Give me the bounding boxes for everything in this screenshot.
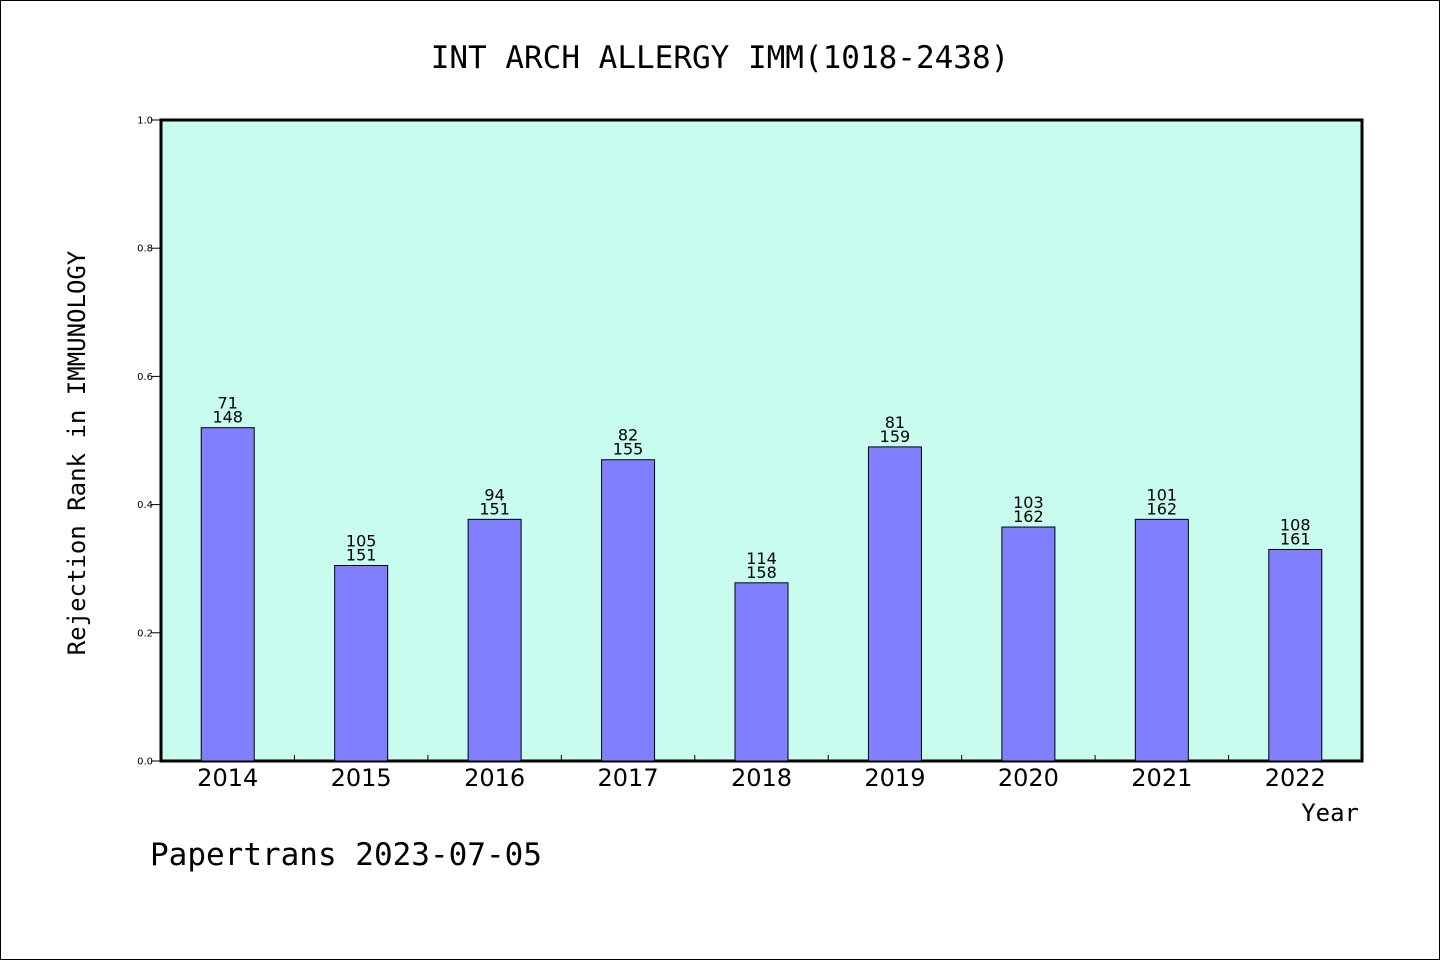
x-tick-label: 2016: [464, 764, 525, 792]
y-tick-label: 0.6: [137, 372, 153, 383]
footer-text: Papertrans 2023-07-05: [150, 837, 542, 873]
bar-2020: [1001, 526, 1056, 762]
x-tick-label: 2022: [1265, 764, 1326, 792]
bar-2019: [867, 446, 922, 762]
bar-label-top: 114: [746, 549, 777, 568]
bar-label-top: 71: [218, 394, 238, 413]
bar-2022: [1268, 548, 1323, 762]
y-axis-label: Rejection Rank in IMMUNOLOGY: [63, 250, 91, 655]
bar-series: 7114810515194151821551141588115910316210…: [200, 394, 1323, 762]
x-tick-label: 2017: [598, 764, 659, 792]
bar-label-bottom: 151: [346, 545, 377, 564]
bar-2016: [467, 518, 522, 762]
x-tick-label: 2018: [731, 764, 792, 792]
x-axis: 2014 2015 2016 2017 2018 2019 2020 2021 2022: [197, 755, 1326, 792]
bar-label-bottom: 155: [613, 440, 644, 459]
bar-2014: [200, 427, 255, 762]
x-tick-label: 2020: [998, 764, 1059, 792]
bar-label-top: 105: [346, 531, 377, 550]
x-tick-label: 2014: [197, 764, 258, 792]
bar-label-bottom: 158: [746, 563, 777, 582]
bar-label-top: 101: [1147, 485, 1178, 504]
y-tick-label: 1.0: [137, 116, 153, 127]
bar-label-bottom: 161: [1280, 529, 1311, 548]
bar-label-top: 103: [1013, 493, 1044, 512]
y-tick-label: 0.2: [137, 628, 153, 639]
bar-2017: [601, 459, 656, 762]
bar-label-top: 94: [484, 485, 504, 504]
y-tick-label: 0.0: [137, 757, 153, 768]
bar-label-bottom: 162: [1013, 507, 1044, 526]
y-tick-label: 0.4: [137, 500, 153, 511]
y-axis: 0.0 0.2 0.4 0.6 0.8 1.0: [137, 116, 161, 768]
chart-title: INT ARCH ALLERGY IMM(1018-2438): [431, 40, 1010, 76]
bar-label-bottom: 148: [212, 408, 243, 427]
x-tick-label: 2015: [331, 764, 392, 792]
bar-label-bottom: 162: [1147, 499, 1178, 518]
bar-label-bottom: 159: [880, 427, 911, 446]
y-tick-label: 0.8: [137, 244, 153, 255]
bar-label-top: 81: [885, 413, 905, 432]
bar-label-top: 82: [618, 426, 638, 445]
x-tick-label: 2021: [1131, 764, 1192, 792]
x-tick-label: 2019: [864, 764, 925, 792]
bar-2018: [734, 582, 789, 762]
bar-label-bottom: 151: [479, 499, 510, 518]
bar-2021: [1134, 518, 1189, 762]
x-axis-label: Year: [1301, 799, 1359, 827]
bar-2015: [334, 564, 389, 762]
bar-label-top: 108: [1280, 515, 1311, 534]
